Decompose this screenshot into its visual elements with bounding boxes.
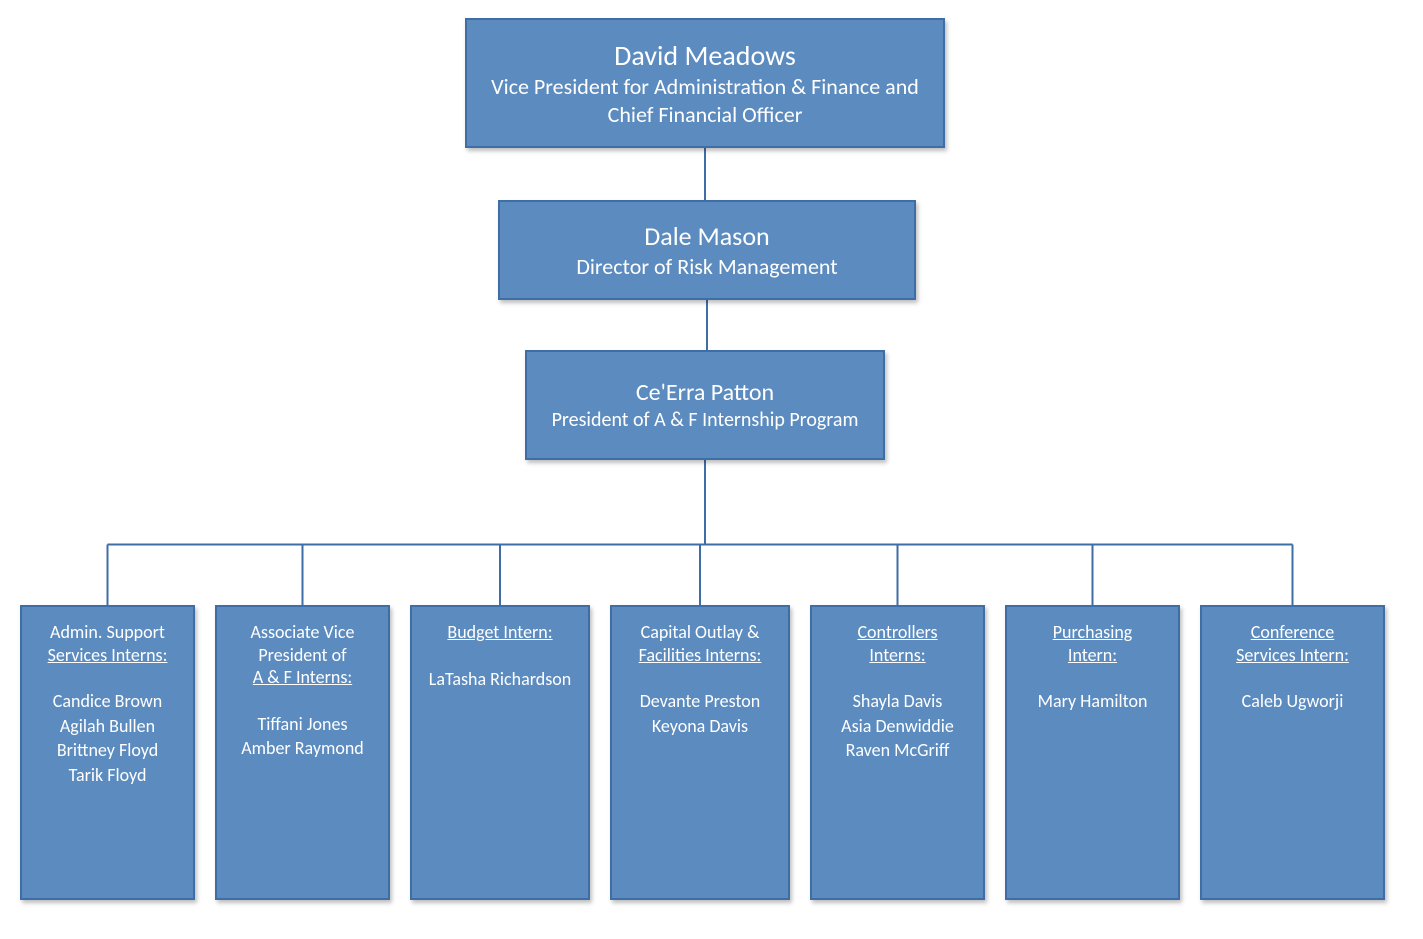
org-node-heading: PurchasingIntern: xyxy=(1053,621,1133,666)
org-node-conference: ConferenceServices Intern: Caleb Ugworji xyxy=(1200,605,1385,900)
org-node-heading-line: Conference xyxy=(1236,621,1349,644)
org-node-people: Mary Hamilton xyxy=(1038,690,1148,713)
org-node-name: David Meadows xyxy=(614,38,796,73)
org-node-heading-line: President of xyxy=(251,644,355,667)
org-node-heading-line: Purchasing xyxy=(1053,621,1133,644)
org-node-title: Director of Risk Management xyxy=(576,253,837,281)
org-node-admin-support: Admin. SupportServices Interns: Candice B… xyxy=(20,605,195,900)
org-node-heading-line: Capital Outlay & xyxy=(639,621,762,644)
org-node-heading: Capital Outlay &Facilities Interns: xyxy=(639,621,762,666)
org-node-purchasing: PurchasingIntern: Mary Hamilton xyxy=(1005,605,1180,900)
org-node-person: Asia Denwiddie xyxy=(841,715,954,738)
org-node-person: Tarik Floyd xyxy=(53,764,162,787)
org-node-heading: ControllersInterns: xyxy=(857,621,937,666)
org-node-president: Ce'Erra Patton President of A & F Intern… xyxy=(525,350,885,460)
org-node-heading: Budget Intern: xyxy=(447,621,552,644)
org-node-people: Tiffani JonesAmber Raymond xyxy=(241,713,364,760)
org-node-heading-line: Intern: xyxy=(1053,644,1133,667)
org-node-person: Devante Preston xyxy=(640,690,761,713)
org-node-name: Ce'Erra Patton xyxy=(636,378,774,408)
org-node-person: Caleb Ugworji xyxy=(1242,690,1344,713)
org-node-person: Agilah Bullen xyxy=(53,715,162,738)
org-node-heading: ConferenceServices Intern: xyxy=(1236,621,1349,666)
org-node-heading-line: Admin. Support xyxy=(48,621,168,644)
org-chart: David Meadows Vice President for Adminis… xyxy=(0,0,1423,939)
org-node-person: Raven McGriff xyxy=(841,739,954,762)
org-node-name: Dale Mason xyxy=(644,220,769,253)
org-node-people: LaTasha Richardson xyxy=(429,668,571,691)
org-node-heading-line: Budget Intern: xyxy=(447,621,552,644)
org-node-person: Keyona Davis xyxy=(640,715,761,738)
org-node-title: President of A & F Internship Program xyxy=(552,408,859,433)
org-node-person: Candice Brown xyxy=(53,690,162,713)
org-node-heading-line: Interns: xyxy=(857,644,937,667)
org-node-heading: Admin. SupportServices Interns: xyxy=(48,621,168,666)
org-node-heading-line: A & F Interns: xyxy=(251,666,355,689)
org-node-controllers: ControllersInterns: Shayla DavisAsia Denw… xyxy=(810,605,985,900)
org-node-capital-outlay: Capital Outlay &Facilities Interns: Devan… xyxy=(610,605,790,900)
org-node-person: LaTasha Richardson xyxy=(429,668,571,691)
org-node-budget: Budget Intern: LaTasha Richardson xyxy=(410,605,590,900)
org-node-heading-line: Facilities Interns: xyxy=(639,644,762,667)
org-node-person: Shayla Davis xyxy=(841,690,954,713)
org-node-director: Dale Mason Director of Risk Management xyxy=(498,200,916,300)
org-node-vp: David Meadows Vice President for Adminis… xyxy=(465,18,945,148)
org-node-person: Tiffani Jones xyxy=(241,713,364,736)
org-node-heading-line: Services Intern: xyxy=(1236,644,1349,667)
org-node-people: Caleb Ugworji xyxy=(1242,690,1344,713)
org-node-people: Devante PrestonKeyona Davis xyxy=(640,690,761,737)
org-node-person: Mary Hamilton xyxy=(1038,690,1148,713)
org-node-person: Brittney Floyd xyxy=(53,739,162,762)
org-node-person: Amber Raymond xyxy=(241,737,364,760)
org-node-heading-line: Associate Vice xyxy=(251,621,355,644)
org-node-assoc-vp: Associate VicePresident ofA & F Interns:… xyxy=(215,605,390,900)
org-node-heading-line: Controllers xyxy=(857,621,937,644)
org-node-people: Candice BrownAgilah BullenBrittney Floyd… xyxy=(53,690,162,786)
org-node-heading-line: Services Interns: xyxy=(48,644,168,667)
org-node-heading: Associate VicePresident ofA & F Interns: xyxy=(251,621,355,689)
org-node-people: Shayla DavisAsia DenwiddieRaven McGriff xyxy=(841,690,954,762)
org-node-title: Vice President for Administration & Fina… xyxy=(475,73,935,128)
